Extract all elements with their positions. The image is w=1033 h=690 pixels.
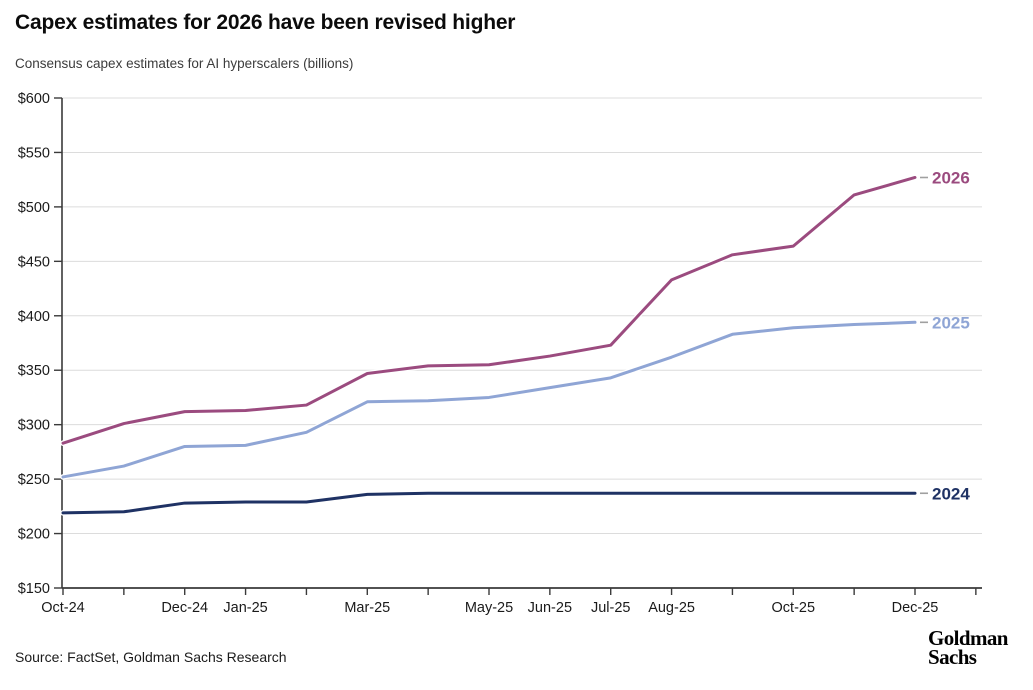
x-tick-label: Jan-25 [223,600,267,616]
source-note: Source: FactSet, Goldman Sachs Research [15,649,287,665]
logo-line-1: Goldman [928,626,1008,650]
y-tick-label: $300 [18,418,50,434]
x-tick-label: Jun-25 [528,600,572,616]
goldman-sachs-logo: Goldman Sachs [928,626,1008,669]
series-end-label-2025: 2025 [932,313,970,332]
series-end-label-2024: 2024 [932,484,970,503]
y-tick-label: $500 [18,200,50,216]
y-tick-label: $550 [18,145,50,161]
x-tick-label: Oct-25 [772,600,816,616]
series-line-2024 [61,491,917,515]
y-tick-label: $250 [18,472,50,488]
y-tick-label: $350 [18,363,50,379]
x-tick-label: Aug-25 [648,600,695,616]
chart-subtitle: Consensus capex estimates for AI hypersc… [15,56,354,71]
x-tick-label: Dec-24 [161,600,208,616]
x-tick-label: May-25 [465,600,513,616]
series-line-2025 [61,320,917,479]
x-tick-label: Jul-25 [591,600,631,616]
x-tick-label: Oct-24 [41,600,85,616]
logo-line-2: Sachs [928,645,977,669]
x-tick-label: Mar-25 [344,600,390,616]
series-line-2026 [61,175,917,445]
y-tick-label: $450 [18,254,50,270]
y-tick-label: $200 [18,527,50,543]
y-tick-label: $600 [18,91,50,107]
series-halo-2026 [60,174,918,446]
x-tick-label: Dec-25 [892,600,939,616]
series-halo-2025 [60,319,918,480]
series-end-label-2026: 2026 [932,168,970,187]
y-tick-label: $400 [18,309,50,325]
y-tick-label: $150 [18,581,50,597]
page-title: Capex estimates for 2026 have been revis… [15,11,516,34]
